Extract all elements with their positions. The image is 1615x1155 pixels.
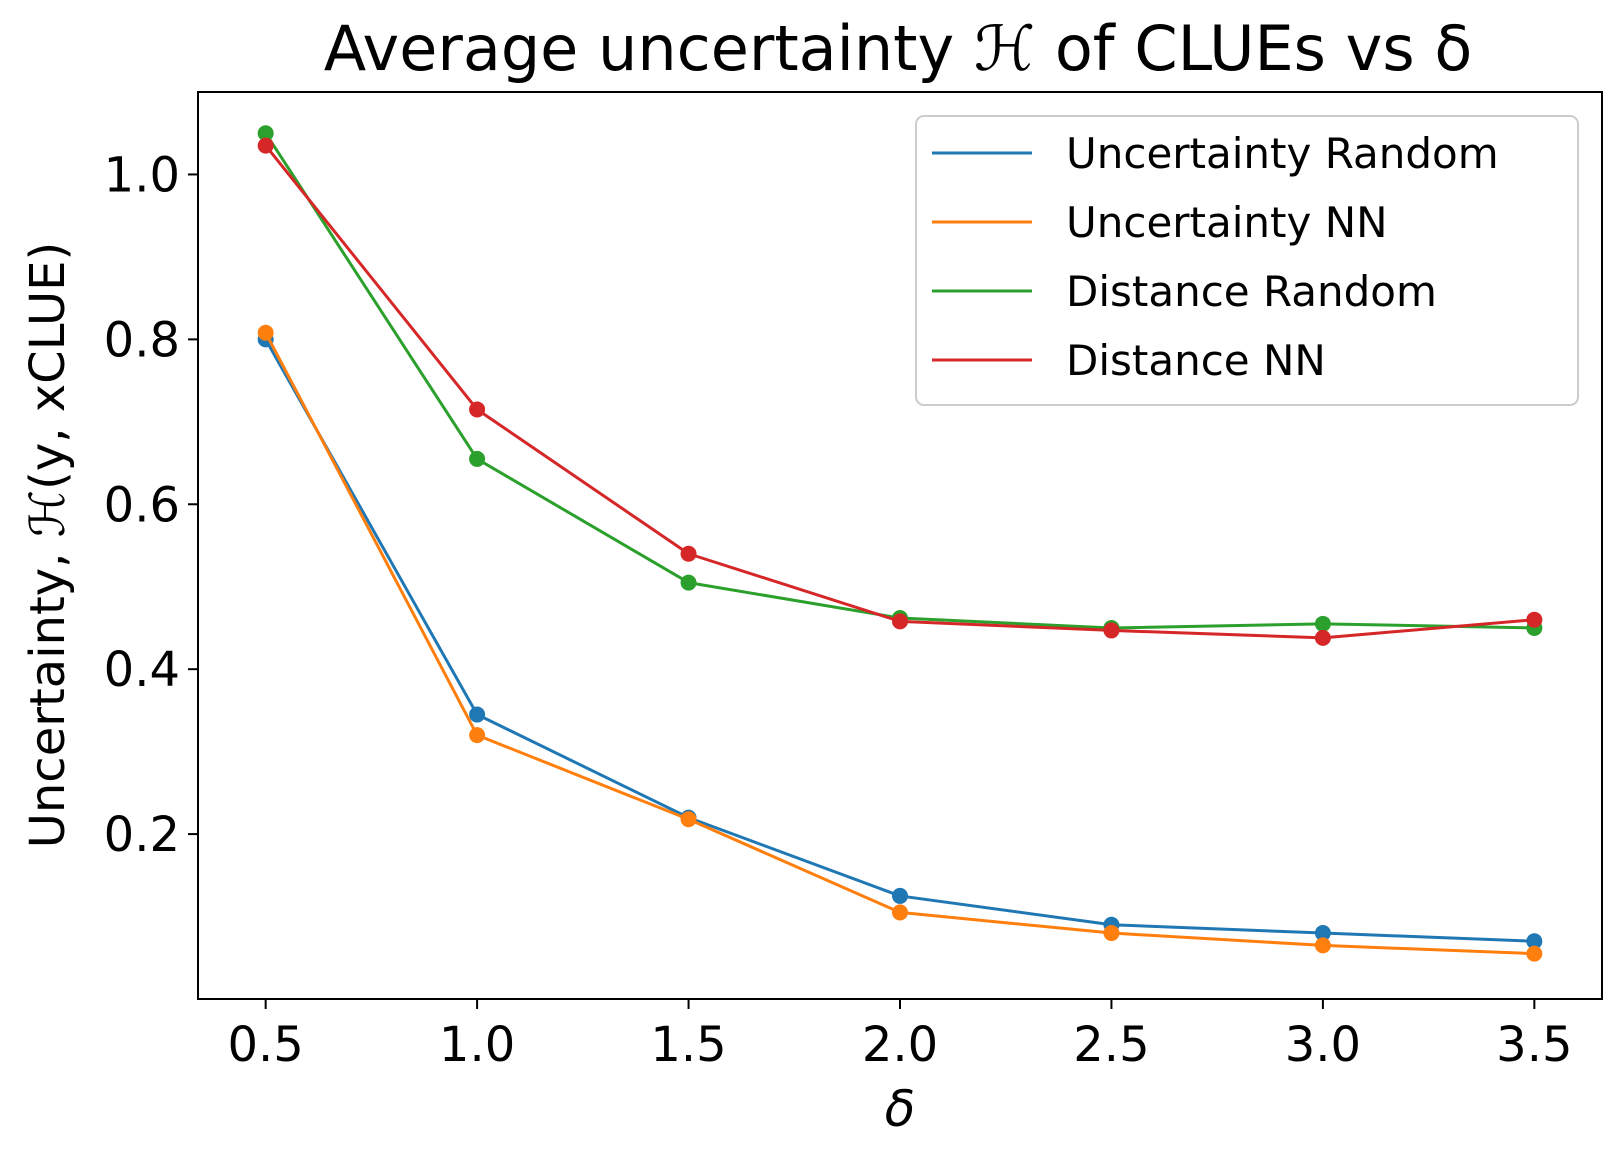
series-4 — [257, 137, 1543, 646]
data-point — [1314, 629, 1331, 646]
y-tick-label: 1.0 — [104, 147, 180, 203]
series-2 — [257, 324, 1543, 962]
legend-frame — [915, 115, 1579, 406]
data-point — [469, 401, 486, 418]
data-point — [469, 450, 486, 467]
x-tick-label: 3.0 — [1285, 1017, 1361, 1073]
data-point — [469, 706, 486, 723]
y-axis-label: Uncertainty, ℋ(y, xCLUE) — [20, 242, 76, 849]
data-point — [1526, 945, 1543, 962]
data-point — [892, 613, 908, 630]
data-point — [680, 574, 697, 591]
chart-title: Average uncertainty ℋ of CLUEs vs δ — [324, 12, 1473, 85]
legend: Uncertainty Random Uncertainty NN Distance… — [915, 115, 1579, 406]
y-axis: 0.2 0.4 0.6 0.8 1.0 — [104, 147, 198, 863]
x-axis-label: δ — [885, 1080, 916, 1138]
data-point — [892, 904, 908, 921]
data-point — [1103, 622, 1120, 639]
data-point — [257, 125, 274, 142]
data-point — [892, 887, 908, 904]
data-point — [1314, 937, 1331, 954]
legend-label: Uncertainty NN — [1066, 198, 1388, 247]
series-lines — [257, 125, 1543, 962]
x-tick-label: 1.0 — [439, 1017, 515, 1073]
legend-label: Distance Random — [1066, 267, 1437, 316]
legend-label: Distance NN — [1066, 336, 1326, 385]
data-point — [680, 545, 697, 562]
x-axis: 0.5 1.0 1.5 2.0 2.5 3.0 3.5 — [227, 999, 1573, 1073]
data-point — [257, 324, 274, 341]
x-tick-label: 0.5 — [227, 1017, 303, 1073]
y-tick-label: 0.4 — [104, 642, 180, 698]
data-point — [1314, 615, 1331, 632]
legend-label: Uncertainty Random — [1066, 129, 1499, 178]
data-point — [1526, 611, 1543, 628]
data-point — [1103, 925, 1120, 942]
x-tick-label: 1.5 — [650, 1017, 726, 1073]
y-tick-label: 0.2 — [104, 807, 180, 863]
x-tick-label: 2.0 — [862, 1017, 938, 1073]
y-tick-label: 0.8 — [104, 312, 180, 368]
x-tick-label: 2.5 — [1073, 1017, 1149, 1073]
data-point — [1314, 925, 1331, 942]
data-point — [469, 727, 486, 744]
y-tick-label: 0.6 — [104, 477, 180, 533]
data-point — [257, 137, 274, 154]
plot-area: 0.5 1.0 1.5 2.0 2.5 3.0 3.5 0.2 0.4 0.6 0.8 1.0 — [104, 91, 1603, 1073]
data-point — [1526, 933, 1543, 950]
x-tick-label: 3.5 — [1496, 1017, 1572, 1073]
data-point — [680, 811, 697, 828]
